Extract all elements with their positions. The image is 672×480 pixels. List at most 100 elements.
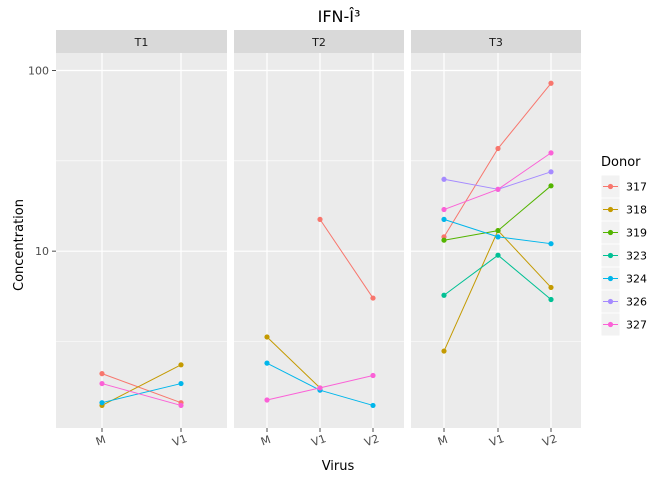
- facet-panel-t2: T2 M V1 V2: [234, 30, 404, 449]
- series-line-324: [443, 218, 499, 238]
- data-point-327: [548, 150, 554, 156]
- series-line-327: [497, 152, 552, 190]
- series-line-327: [443, 188, 499, 211]
- panel-background: [411, 53, 581, 428]
- data-point-327: [264, 397, 270, 403]
- y-axis-title: Concentration: [12, 199, 27, 291]
- facet-panel-t3: T3 M V1 V2: [411, 30, 581, 449]
- facet-strip-label: T1: [134, 36, 149, 49]
- data-point-326: [548, 169, 554, 175]
- series-line-326: [443, 178, 499, 190]
- legend-title: Donor: [601, 155, 641, 170]
- x-tick-label: V2: [363, 432, 381, 449]
- legend-label: 318: [626, 204, 647, 217]
- series-line-319: [497, 185, 552, 231]
- x-tick-label: V2: [541, 432, 559, 449]
- legend-label: 327: [626, 319, 647, 332]
- series-line-317: [101, 373, 182, 404]
- data-point-319: [548, 183, 554, 189]
- data-point-318: [441, 348, 447, 354]
- facet-strip: [56, 30, 227, 53]
- x-tick-label: V1: [310, 432, 328, 449]
- legend-item-324: 324: [600, 266, 647, 291]
- data-point-327: [495, 186, 501, 192]
- series-line-323: [497, 254, 552, 300]
- legend-item-318: 318: [600, 197, 647, 222]
- series-line-318: [101, 364, 182, 406]
- data-point-324: [495, 234, 501, 240]
- legend-item-327: 327: [600, 312, 647, 337]
- data-point-323: [548, 296, 554, 303]
- legend-key-point: [607, 298, 614, 305]
- data-point-317: [548, 80, 554, 86]
- legend-label: 323: [626, 250, 647, 263]
- legend-label: 326: [626, 296, 647, 309]
- data-point-327: [317, 385, 323, 391]
- facet-panel-t1: T1 M V1: [56, 30, 227, 449]
- data-point-317: [370, 295, 376, 301]
- legend-key-point: [607, 229, 614, 236]
- legend: Donor 317 318 319 323 324 326 327: [600, 155, 647, 337]
- series-line-327: [266, 387, 321, 401]
- data-point-319: [441, 237, 447, 243]
- series-line-326: [497, 171, 552, 190]
- series-line-324: [497, 236, 552, 245]
- x-tick-label: M: [94, 433, 107, 448]
- series-line-327: [101, 383, 182, 406]
- panel-background: [234, 53, 404, 428]
- y-tick-label: 100: [28, 65, 49, 78]
- data-point-317: [99, 371, 105, 377]
- legend-item-326: 326: [600, 289, 647, 314]
- data-point-318: [178, 362, 184, 368]
- x-tick-label: M: [436, 433, 449, 448]
- data-point-326: [441, 176, 447, 182]
- series-line-323: [443, 254, 499, 296]
- data-point-324: [99, 400, 105, 406]
- facet-strip-label: T2: [311, 36, 326, 49]
- legend-key-point: [607, 183, 614, 190]
- legend-label: 317: [626, 181, 647, 194]
- legend-key-point: [607, 321, 614, 328]
- data-point-318: [548, 284, 554, 291]
- series-line-327: [319, 375, 374, 389]
- series-line-318: [266, 336, 321, 389]
- facet-strip: [411, 30, 581, 53]
- legend-key-point: [607, 275, 614, 282]
- legend-label: 324: [626, 273, 647, 286]
- data-point-324: [441, 216, 447, 222]
- series-line-319: [443, 230, 499, 241]
- series-line-318: [443, 230, 499, 352]
- facet-panels: T1 M V1 T2 M V1 V2 T3 M V1 V2: [56, 30, 581, 449]
- data-point-317: [317, 216, 323, 222]
- x-tick-label: V1: [171, 432, 189, 449]
- data-point-324: [370, 402, 376, 409]
- legend-key-point: [607, 206, 614, 213]
- series-line-324: [101, 383, 182, 404]
- data-point-324: [264, 360, 270, 366]
- legend-item-319: 319: [600, 220, 647, 245]
- data-point-323: [441, 292, 447, 298]
- x-tick-label: M: [259, 433, 272, 448]
- legend-item-323: 323: [600, 243, 647, 268]
- data-point-319: [495, 227, 501, 234]
- series-line-324: [266, 362, 321, 391]
- series-line-317: [497, 82, 552, 149]
- data-point-317: [495, 145, 501, 152]
- panel-background: [56, 53, 227, 428]
- series-line-317: [319, 219, 374, 299]
- data-point-324: [548, 241, 554, 247]
- data-point-327: [99, 380, 105, 387]
- x-axis-title: Virus: [322, 459, 355, 474]
- series-line-318: [497, 230, 552, 288]
- data-point-327: [441, 206, 447, 213]
- facet-strip: [234, 30, 404, 53]
- x-tick-label: V1: [488, 432, 506, 449]
- data-point-318: [264, 334, 270, 340]
- data-point-327: [370, 372, 376, 379]
- y-tick-label: 10: [35, 245, 49, 258]
- legend-label: 319: [626, 227, 647, 240]
- legend-item-317: 317: [600, 174, 647, 199]
- data-point-323: [495, 252, 501, 258]
- chart-title: IFN-Î³: [318, 7, 361, 26]
